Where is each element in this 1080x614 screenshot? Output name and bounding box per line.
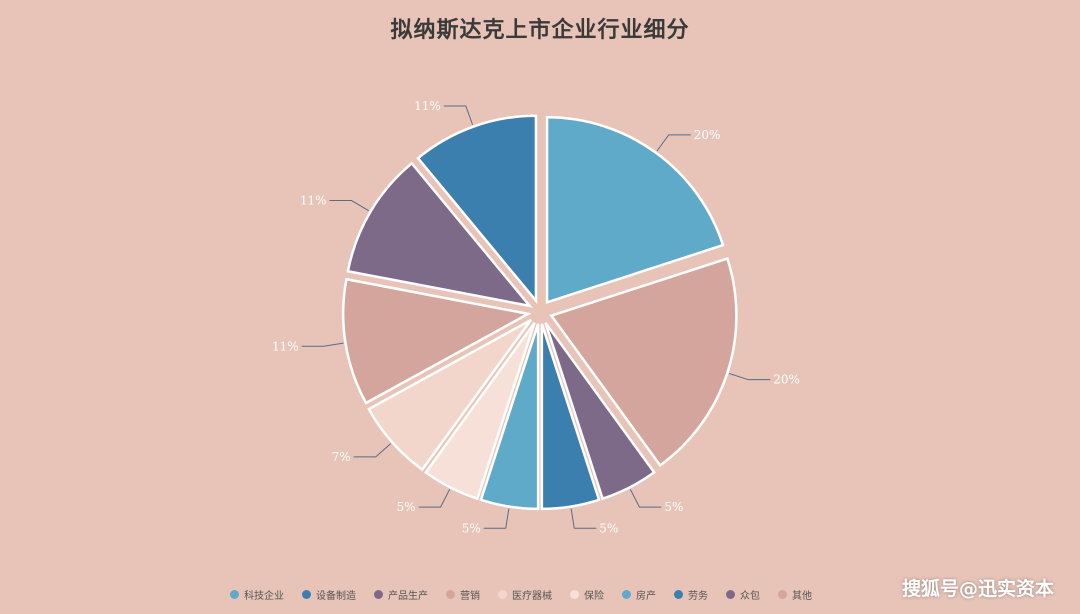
legend-item-3: 营销 bbox=[446, 587, 480, 602]
pie-slice-4 bbox=[479, 323, 540, 511]
slice-label-3: 5% bbox=[599, 521, 618, 535]
legend-item-2: 产品生产 bbox=[374, 587, 428, 602]
legend-marker-6 bbox=[622, 589, 631, 599]
slice-label-1: 20% bbox=[773, 373, 800, 387]
pie-slice-9 bbox=[416, 114, 538, 305]
legend-marker-3 bbox=[446, 589, 455, 599]
chart-title: 拟纳斯达克上市企业行业细分 bbox=[390, 17, 690, 43]
pie-slice-1 bbox=[549, 256, 738, 468]
slice-label-6: 7% bbox=[332, 450, 351, 464]
legend-item-4: 医疗器械 bbox=[498, 587, 552, 602]
leader-line-9 bbox=[443, 105, 474, 125]
slice-label-4: 5% bbox=[462, 521, 481, 535]
legend-marker-4 bbox=[498, 589, 507, 599]
pie-slice-7 bbox=[341, 277, 532, 405]
leader-line-6 bbox=[353, 443, 392, 458]
legend-label-5: 保险 bbox=[584, 590, 604, 602]
legend-item-6: 房产 bbox=[622, 587, 656, 602]
legend-item-5: 保险 bbox=[570, 587, 604, 602]
legend-item-0: 科技企业 bbox=[230, 587, 284, 602]
slice-label-7: 11% bbox=[272, 339, 299, 353]
leader-line-3 bbox=[570, 508, 597, 529]
leader-line-0 bbox=[656, 134, 691, 152]
slice-label-9: 11% bbox=[414, 99, 441, 113]
legend-item-1: 设备制造 bbox=[302, 587, 356, 602]
pie-slice-5 bbox=[424, 321, 536, 501]
leader-line-1 bbox=[729, 373, 771, 381]
legend-label-9: 其他 bbox=[792, 590, 812, 602]
legend-marker-7 bbox=[674, 589, 683, 599]
pie-slice-0 bbox=[545, 116, 725, 305]
leader-line-4 bbox=[483, 508, 510, 529]
legend-marker-8 bbox=[726, 589, 735, 599]
slice-label-2: 5% bbox=[664, 500, 683, 514]
slice-label-0: 20% bbox=[694, 128, 721, 142]
pie-slice-2 bbox=[544, 321, 656, 501]
leader-line-2 bbox=[629, 489, 662, 508]
legend-marker-2 bbox=[374, 589, 383, 599]
legend-label-1: 设备制造 bbox=[316, 590, 356, 602]
legend-marker-5 bbox=[570, 589, 579, 599]
chart-legend: 科技企业 设备制造 产品生产 营销 医疗器械 保险 房产 劳务 众包 其他 bbox=[230, 585, 812, 603]
leader-line-8 bbox=[329, 200, 369, 212]
leader-line-5 bbox=[418, 489, 451, 508]
slice-label-8: 11% bbox=[300, 194, 327, 208]
legend-label-3: 营销 bbox=[460, 590, 480, 602]
legend-marker-9 bbox=[778, 589, 787, 599]
leader-line-7 bbox=[301, 342, 344, 347]
legend-item-7: 劳务 bbox=[674, 587, 708, 602]
watermark-text: 搜狐号@迅实资本 bbox=[901, 578, 1054, 600]
pie-slice-8 bbox=[346, 161, 533, 308]
legend-item-8: 众包 bbox=[726, 587, 760, 602]
legend-label-2: 产品生产 bbox=[388, 590, 428, 602]
legend-label-6: 房产 bbox=[636, 590, 656, 602]
pie-slice-6 bbox=[367, 318, 533, 472]
pie-slice-3 bbox=[540, 323, 601, 511]
legend-marker-1 bbox=[302, 589, 311, 599]
slice-label-5: 5% bbox=[397, 500, 416, 514]
legend-label-0: 科技企业 bbox=[244, 590, 284, 602]
legend-label-8: 众包 bbox=[740, 590, 760, 602]
legend-item-9: 其他 bbox=[778, 587, 812, 602]
legend-marker-0 bbox=[230, 589, 239, 599]
legend-label-7: 劳务 bbox=[688, 590, 708, 602]
legend-label-4: 医疗器械 bbox=[512, 590, 552, 602]
